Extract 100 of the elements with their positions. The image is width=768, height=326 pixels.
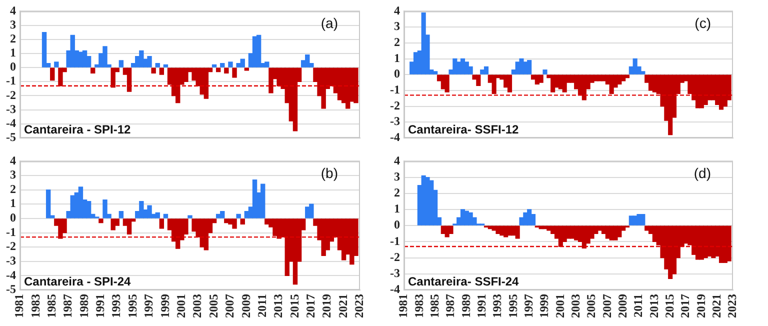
x-tick-label: 1981 — [396, 294, 410, 318]
bar — [640, 214, 646, 226]
bar — [220, 63, 225, 68]
y-tick-label: 3 — [394, 19, 400, 34]
x-tick-label: 2015 — [662, 294, 676, 318]
y-tick-label: 1 — [10, 196, 16, 210]
bar — [448, 226, 454, 234]
bar — [232, 68, 237, 78]
x-tick-label: 1987 — [60, 294, 75, 318]
x-tick-label: 1985 — [427, 294, 442, 318]
bar — [188, 215, 192, 218]
x-tick-label: 2021 — [709, 294, 724, 318]
x-tick-label: 1983 — [28, 294, 42, 318]
x-tick-label: 2023 — [352, 294, 366, 318]
x-tick-label: 1997 — [521, 294, 536, 318]
bar — [429, 180, 434, 226]
bar — [90, 68, 96, 74]
bar — [726, 226, 732, 262]
bar — [542, 70, 548, 74]
bar — [305, 54, 310, 68]
x-tick-label: 2003 — [190, 294, 204, 318]
text: Cantareira - SPI-24 — [24, 274, 132, 288]
y-tick-label: 1 — [394, 50, 400, 65]
bar — [204, 218, 209, 250]
y-tick-label: -2 — [6, 88, 16, 102]
y-tick-label: -2 — [390, 250, 400, 264]
bar — [102, 200, 108, 218]
x-tick-label: 2005 — [584, 294, 598, 318]
x-tick-label: 1995 — [506, 294, 520, 318]
bar — [58, 68, 63, 86]
bar — [617, 226, 622, 238]
bar — [118, 210, 124, 218]
x-tick-label: 1993 — [490, 294, 504, 318]
bar — [519, 58, 524, 74]
x-tick-label: 2017 — [678, 294, 692, 318]
x-tick-label: 1991 — [93, 294, 108, 318]
bar — [244, 68, 250, 71]
y-tick-label: -2 — [6, 239, 16, 254]
x-tick-label: 1991 — [474, 294, 488, 318]
text: Cantareira - SPI-12 — [24, 122, 132, 136]
bar — [527, 60, 532, 74]
bar — [50, 68, 55, 81]
x-tick-label: 2009 — [238, 294, 253, 318]
y-tick-label: 4 — [10, 153, 16, 168]
bar — [240, 218, 245, 224]
y-tick-label: -5 — [6, 282, 16, 296]
y-tick-label: 1 — [10, 46, 16, 60]
bar — [204, 68, 209, 99]
bar — [78, 186, 84, 218]
bar — [264, 62, 270, 68]
text: Cantareira- SSFI-24 — [408, 274, 520, 288]
bar — [527, 209, 532, 226]
bar — [232, 218, 237, 229]
bar — [256, 34, 262, 68]
x-tick-label: 2021 — [336, 294, 350, 318]
y-tick-label: 4 — [394, 153, 400, 168]
annotation: (b) — [320, 165, 338, 182]
bar — [163, 64, 168, 68]
bar — [212, 64, 217, 68]
x-tick-label: 2019 — [694, 294, 708, 318]
y-tick-label: -3 — [6, 102, 16, 116]
bar — [224, 68, 229, 74]
bar — [155, 212, 160, 218]
y-tick-label: 4 — [394, 3, 400, 18]
y-tick-label: 0 — [394, 218, 400, 232]
x-tick-label: 2011 — [631, 294, 646, 318]
y-tick-label: -1 — [390, 82, 400, 97]
y-tick-label: 0 — [10, 60, 16, 74]
y-tick-label: 0 — [394, 66, 400, 81]
x-tick-label: 2013 — [271, 294, 286, 318]
bar — [444, 74, 450, 92]
bar — [464, 62, 469, 74]
bar — [118, 60, 124, 68]
bar — [110, 218, 116, 230]
x-tick-label: 2007 — [222, 294, 237, 318]
y-tick-label: 3 — [10, 17, 16, 32]
bar — [147, 205, 152, 218]
annotation: (d) — [694, 165, 711, 182]
annotation: (a) — [320, 15, 338, 32]
bar — [126, 218, 132, 235]
bar — [159, 68, 164, 75]
bar — [236, 63, 241, 68]
x-tick-label: 2023 — [725, 294, 740, 318]
bar — [163, 214, 168, 218]
y-tick-label: -4 — [6, 116, 16, 130]
bar — [110, 68, 116, 88]
x-tick-label: 1987 — [443, 294, 458, 318]
bar — [42, 32, 47, 68]
annotation: (c) — [694, 15, 711, 32]
bar — [114, 218, 120, 226]
x-tick-label: 2015 — [287, 294, 302, 318]
bar — [216, 68, 221, 72]
bar — [268, 68, 274, 94]
x-tick-label: 1989 — [76, 294, 91, 318]
y-tick-label: 2 — [394, 34, 400, 49]
bar — [236, 214, 241, 218]
bar — [184, 68, 188, 82]
x-tick-label: 2011 — [254, 294, 269, 318]
bar — [476, 74, 481, 86]
y-tick-label: 3 — [10, 168, 16, 182]
